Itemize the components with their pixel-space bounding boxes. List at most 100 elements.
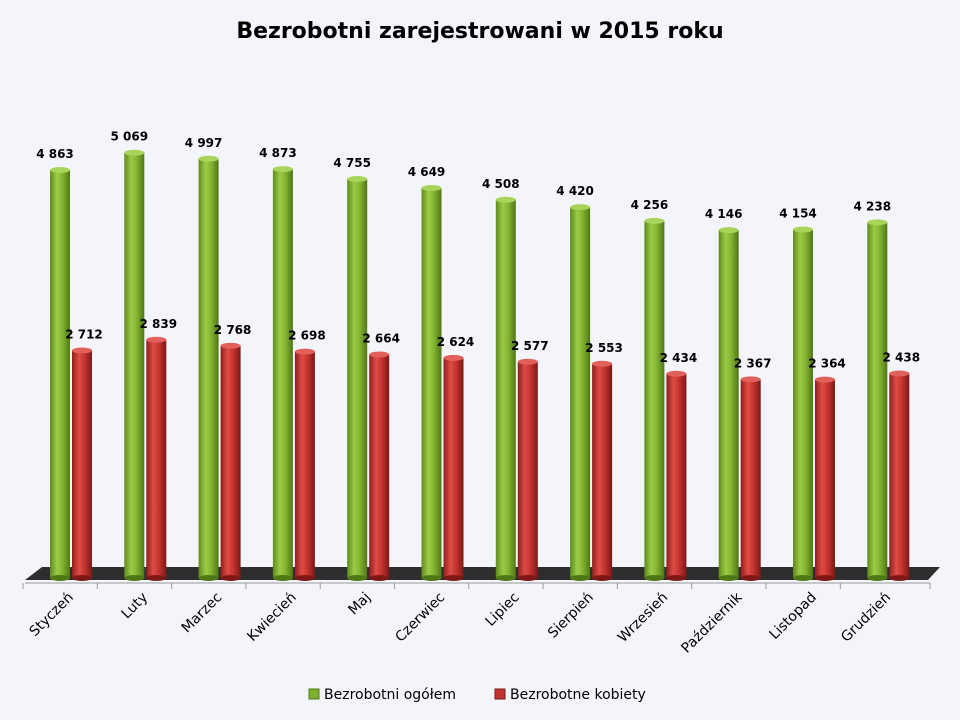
bar-base (272, 575, 293, 581)
bar-total (644, 220, 665, 578)
data-label: 2 553 (585, 341, 623, 355)
bar-cap (50, 166, 70, 173)
bar-cap (272, 166, 293, 173)
bar-base (294, 575, 315, 581)
category-label: Sierpień (545, 590, 597, 642)
legend-swatch-women (494, 688, 506, 700)
bar-base (793, 575, 813, 581)
category-label: Grudzień (838, 590, 894, 646)
bar-total (421, 187, 442, 578)
bar-cap (644, 217, 665, 224)
data-label: 2 698 (288, 329, 326, 343)
data-label: 4 649 (408, 165, 446, 179)
bar-cap (666, 370, 687, 377)
data-label: 4 873 (259, 146, 297, 160)
bar-cap (867, 219, 888, 226)
bar-total (718, 230, 739, 578)
bar-base (718, 575, 739, 581)
bar-women (666, 373, 687, 578)
category-label: Luty (118, 590, 151, 623)
bar-cap (443, 354, 464, 361)
bar-cap (146, 336, 167, 343)
bar-total (495, 199, 516, 578)
bar-cap (421, 184, 442, 191)
category-label: Maj (345, 590, 374, 619)
bar-base (443, 575, 464, 581)
bar-base (644, 575, 665, 581)
data-label: 2 434 (660, 351, 698, 365)
bar-women (369, 354, 390, 578)
bar-women (592, 363, 613, 578)
bar-cap (294, 348, 315, 355)
bar-base (592, 575, 613, 581)
category-label: Czerwiec (392, 590, 448, 646)
data-label: 4 755 (333, 156, 371, 170)
data-label: 2 839 (140, 317, 178, 331)
data-label: 4 146 (705, 207, 743, 221)
bar-total (272, 169, 293, 578)
bar-women (72, 350, 92, 578)
bar-cap (347, 176, 368, 183)
bar-base (815, 575, 835, 581)
bar-base (347, 575, 368, 581)
bar-cap (718, 227, 739, 234)
bar-base (740, 575, 761, 581)
bar-base (146, 575, 167, 581)
data-label: 2 664 (362, 331, 400, 345)
bar-total (570, 207, 591, 579)
bar-total (793, 229, 813, 578)
category-label: Wrzesień (615, 590, 671, 646)
chart-floor (25, 567, 940, 580)
bar-cap (815, 376, 835, 383)
bar-total (124, 152, 145, 578)
category-label: Marzec (179, 590, 226, 637)
bar-women (815, 379, 835, 578)
bar-base (889, 575, 910, 581)
data-label: 4 154 (779, 206, 817, 220)
bar-base (517, 575, 538, 581)
bar-base (570, 575, 591, 581)
data-label: 2 577 (511, 339, 549, 353)
bar-total (867, 222, 888, 578)
chart-title: Bezrobotni zarejestrowani w 2015 roku (236, 19, 723, 44)
data-label: 4 420 (556, 184, 594, 198)
category-label: Kwiecień (244, 590, 299, 645)
bar-total (347, 179, 368, 579)
data-label: 2 712 (65, 327, 103, 341)
legend-label-total: Bezrobotni ogółem (324, 687, 456, 703)
bar-cap (517, 358, 538, 365)
bar-women (443, 357, 464, 578)
bar-cap (495, 196, 516, 203)
bar-cap (124, 149, 145, 156)
bar-base (220, 575, 241, 581)
legend-swatch-total (308, 688, 320, 700)
bar-cap (72, 347, 92, 354)
data-label: 2 768 (214, 323, 252, 337)
bar-total (198, 158, 219, 578)
bar-cap (740, 376, 761, 383)
bar-base (495, 575, 516, 581)
data-label: 2 624 (437, 335, 475, 349)
bar-cap (592, 360, 613, 367)
data-label: 4 997 (185, 136, 223, 150)
legend: Bezrobotni ogółem Bezrobotne kobiety (308, 687, 646, 703)
bar-cap (889, 370, 910, 377)
bar-total (50, 169, 70, 578)
data-label: 2 438 (883, 350, 921, 364)
bar-base (50, 575, 70, 581)
category-label: Październik (678, 589, 746, 657)
bar-women (517, 361, 538, 578)
data-label: 2 364 (808, 357, 846, 371)
bar-cap (369, 351, 390, 358)
data-label: 4 256 (631, 198, 669, 212)
bar-women (146, 339, 167, 578)
bar-base (369, 575, 390, 581)
bar-base (72, 575, 92, 581)
bar-women (740, 379, 761, 578)
data-label: 4 238 (854, 199, 892, 213)
bar-base (867, 575, 888, 581)
bar-women (294, 351, 315, 578)
data-label: 4 863 (36, 147, 74, 161)
data-label: 2 367 (734, 356, 772, 370)
